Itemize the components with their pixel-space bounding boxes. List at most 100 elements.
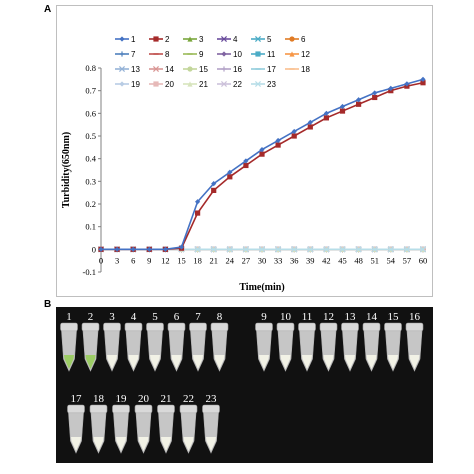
tube-liquid-clear: [323, 355, 334, 369]
tube-cap: [179, 404, 198, 414]
tube-21: 21: [157, 393, 175, 454]
tube-cap: [112, 404, 130, 414]
legend-item-13: 13: [115, 65, 140, 74]
tube-cap: [298, 322, 316, 332]
legend-label: 22: [233, 80, 242, 89]
legend-item-1: 1: [115, 35, 136, 44]
tube-number-label: 20: [138, 393, 150, 405]
tube-number-label: 1: [66, 311, 72, 323]
tube-liquid-clear: [409, 355, 420, 369]
data-point-23: [371, 246, 378, 253]
x-tick-label: 30: [258, 255, 267, 265]
y-tick-label: 0.8: [85, 63, 96, 73]
data-point-23: [291, 246, 298, 253]
legend-item-10: 10: [217, 50, 242, 59]
tube-19: 19: [112, 393, 130, 454]
tube-5: 5: [146, 311, 164, 372]
tube-liquid-clear: [150, 355, 160, 369]
tube-body: [406, 330, 423, 372]
tube-number-label: 13: [345, 311, 357, 323]
x-tick-label: 0: [99, 255, 103, 265]
data-point-2: [243, 162, 249, 169]
data-point-1: [404, 81, 410, 87]
legend-item-11: 11: [251, 50, 276, 59]
tube-body: [342, 330, 358, 372]
tube-body: [61, 330, 77, 372]
tube-liquid-clear: [183, 437, 194, 451]
tube-liquid-clear: [193, 355, 203, 369]
tube-liquid-clear: [107, 355, 117, 369]
tube-number-label: 19: [116, 393, 128, 405]
tube-liquid-turbid: [64, 355, 74, 369]
tube-number-label: 7: [195, 311, 201, 323]
tube-number-label: 15: [388, 311, 400, 323]
tube-body: [203, 412, 219, 454]
tube-body: [113, 412, 129, 454]
tube-liquid-clear: [280, 355, 291, 369]
legend-item-4: 4: [217, 35, 238, 44]
data-point-1: [178, 244, 185, 250]
legend-item-18: 18: [285, 65, 310, 74]
tube-number-label: 5: [152, 311, 158, 323]
legend-label: 3: [199, 35, 204, 44]
x-tick-label: 39: [306, 255, 315, 265]
tube-12: 12: [319, 311, 338, 372]
tube-number-label: 4: [131, 311, 137, 323]
legend-item-8: 8: [149, 50, 170, 59]
tube-body: [147, 330, 163, 372]
legend-item-21: 21: [183, 80, 208, 89]
legend-label: 14: [165, 65, 174, 74]
tube-number-label: 6: [174, 311, 180, 323]
series-2: [98, 80, 426, 252]
tube-number-label: 18: [93, 393, 105, 405]
data-point-2: [372, 94, 378, 101]
data-point-2: [339, 108, 346, 114]
series-line-2: [101, 81, 424, 251]
tube-body: [168, 330, 185, 372]
data-point-23: [419, 246, 427, 253]
x-tick-label: 24: [226, 255, 235, 265]
tube-cap: [103, 322, 121, 332]
data-point-2: [291, 133, 297, 139]
legend-label: 1: [131, 35, 136, 44]
tube-number-label: 14: [366, 311, 378, 323]
x-tick-label: 12: [161, 255, 170, 265]
series-line-1: [101, 78, 424, 251]
data-point-2: [323, 115, 329, 121]
panel-b-label: B: [44, 299, 52, 310]
tube-liquid-clear: [171, 355, 182, 369]
x-tick-label: 6: [131, 255, 135, 265]
data-point-1: [243, 158, 249, 164]
series-1: [98, 76, 426, 252]
legend-swatch-marker: [254, 35, 262, 43]
legend-swatch-marker: [289, 51, 295, 57]
tube-cap: [276, 322, 295, 332]
tube-1: 1: [60, 311, 78, 372]
data-point-23: [258, 246, 266, 253]
tube-body: [125, 330, 142, 372]
y-tick-label: 0.1: [85, 222, 96, 232]
y-tick-label: 0.6: [85, 108, 96, 118]
tube-cap: [202, 404, 220, 414]
data-point-23: [210, 246, 217, 253]
tube-number-label: 9: [261, 311, 267, 323]
tube-2: 2: [81, 311, 100, 372]
tube-body: [82, 330, 99, 372]
legend-swatch-marker: [119, 81, 125, 87]
x-tick-label: 15: [177, 255, 186, 265]
data-point-1: [195, 199, 201, 205]
y-tick-label: 0.4: [85, 154, 96, 164]
tube-body: [158, 412, 174, 454]
tube-11: 11: [298, 311, 316, 372]
data-point-2: [259, 151, 265, 157]
tube-number-label: 3: [109, 311, 115, 323]
legend-swatch-marker: [187, 66, 193, 72]
x-tick-label: 60: [419, 255, 428, 265]
data-point-1: [372, 90, 378, 96]
legend-swatch-marker: [187, 36, 193, 42]
tube-cap: [81, 322, 100, 332]
legend-label: 5: [267, 35, 272, 44]
data-point-23: [194, 246, 201, 253]
